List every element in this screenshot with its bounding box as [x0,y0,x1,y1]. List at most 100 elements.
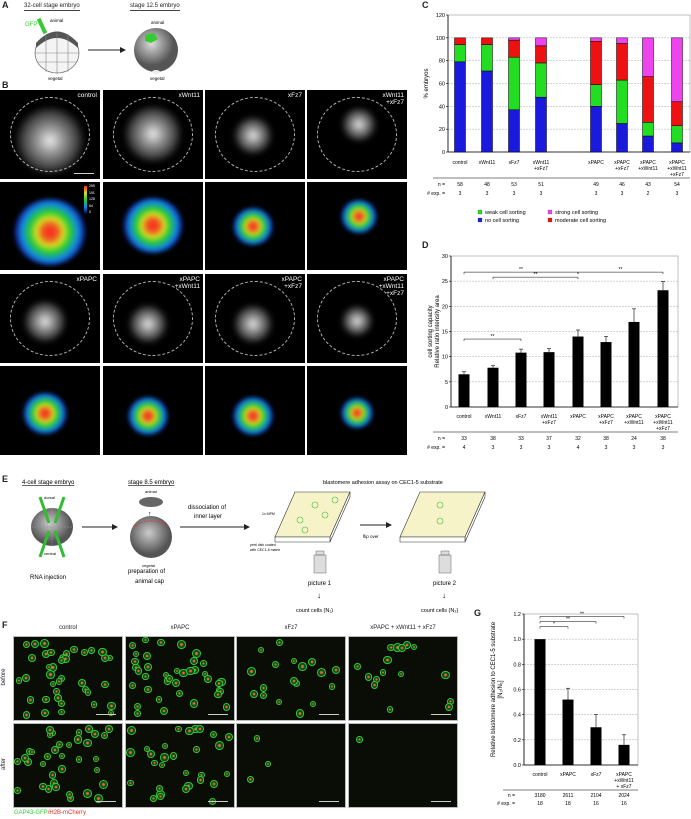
svg-text:dorsal: dorsal [44,495,55,500]
cell [100,732,108,740]
condition-label: control [77,92,97,99]
bar [600,342,612,407]
x-category-label: xPAPC [588,160,604,166]
cell [73,734,83,744]
svg-text:count cells (N₂): count cells (N₂) [421,608,458,614]
bar-segment-weak-cell-sorting [642,122,654,137]
cell [410,644,417,651]
cell [329,683,336,690]
confocal-image [13,723,123,808]
bar-segment-weak-cell-sorting [508,56,520,111]
bar-segment-weak-cell-sorting [535,62,547,98]
cell [58,752,65,759]
colorbar-tick: 0 [89,210,91,214]
x-category-label: xPAPC [560,772,576,778]
n-value: 24 [631,436,637,442]
cell [290,657,297,664]
bar-segment-moderate-cell-sorting [642,76,654,123]
cell [49,680,56,687]
cell [354,663,361,671]
bar-segment-weak-cell-sorting [481,44,493,72]
column-label: control [58,625,77,631]
n-value: 2024 [618,793,629,799]
cell [157,793,164,800]
svg-text:vegetal: vegetal [150,76,165,81]
heatmap-image: 255 191 128 64 0 [0,182,100,270]
panel-a-right-title: stage 12.5 embryo [130,3,180,11]
cell [127,779,134,787]
cell [93,793,103,803]
cell [222,703,231,711]
bar-segment-strong-cell-sorting [508,37,520,41]
cell [272,661,280,668]
exp-value: 18 [537,801,543,807]
x-category-label: xFz7 [516,414,527,420]
petri-dish-2-icon [399,491,486,543]
cell [128,641,136,649]
y-tick-label: 20 [439,127,445,133]
embryo-outline [317,97,397,172]
condition-label: xWnt11 [178,92,200,99]
confocal-image [236,636,346,721]
significance-bracket [539,626,569,629]
cell [40,708,49,717]
cell [175,726,182,733]
significance-label: ** [566,617,570,623]
cell [379,669,386,676]
bar [487,367,499,407]
n-value: 46 [619,182,625,188]
panel-label-d: D [422,240,429,250]
colorbar-tick: 255 [89,184,95,188]
legend-label: weak cell sorting [484,210,526,216]
exp-value: 3 [520,445,523,451]
bar-segment-no-cell-sorting [508,109,520,153]
svg-text:animal: animal [50,18,63,23]
embryo-outline [10,281,90,356]
significance-label: ** [619,267,623,273]
colorbar-tick: 64 [89,203,93,208]
cell [215,679,223,687]
y-tick-label: 0.6 [513,688,521,694]
bar-segment-no-cell-sorting [671,142,683,153]
svg-text:flip over: flip over [363,534,379,539]
cell [397,671,404,678]
cell [53,688,60,696]
cell [30,639,40,649]
heatmap-image [103,366,203,455]
cell [155,784,164,793]
scale-bar [74,172,94,174]
y-tick-label: 20 [442,304,448,310]
cell [199,659,207,667]
y-tick-label: 60 [439,82,445,88]
cell [143,662,153,672]
n-value: 53 [511,182,517,188]
cell [204,674,213,683]
y-tick-label: 5 [445,380,448,386]
embryo-4-cell-icon [31,496,73,558]
cell [193,746,200,753]
x-category-label: xPAPC +xWnt11 [624,414,644,426]
panel-label-e: E [2,474,9,484]
svg-text:↑: ↑ [148,511,152,518]
x-category-label: xPAPC [570,414,586,420]
cell [142,637,149,644]
x-category-label: xPAPC +xFz7 [598,414,614,426]
cell [58,708,65,716]
n-value: 2611 [563,793,574,799]
cell [225,732,234,741]
x-category-label: xPAPC +xFz7 [614,160,630,172]
cell [65,790,74,799]
cell [386,706,394,713]
y-tick-label: 40 [439,104,445,110]
cell [297,662,307,671]
bar-segment-moderate-cell-sorting [454,37,466,45]
panel-label-a: A [2,0,9,10]
cell [214,691,222,699]
scale-bar [431,800,451,802]
exp-value: 3 [486,191,489,197]
embryo-outline [215,281,295,356]
legend-label: no cell sorting [485,218,519,224]
bar-segment-weak-cell-sorting [671,125,683,144]
cell [128,682,136,689]
x-category-label: xWnt11 +xFz7 [541,414,558,426]
